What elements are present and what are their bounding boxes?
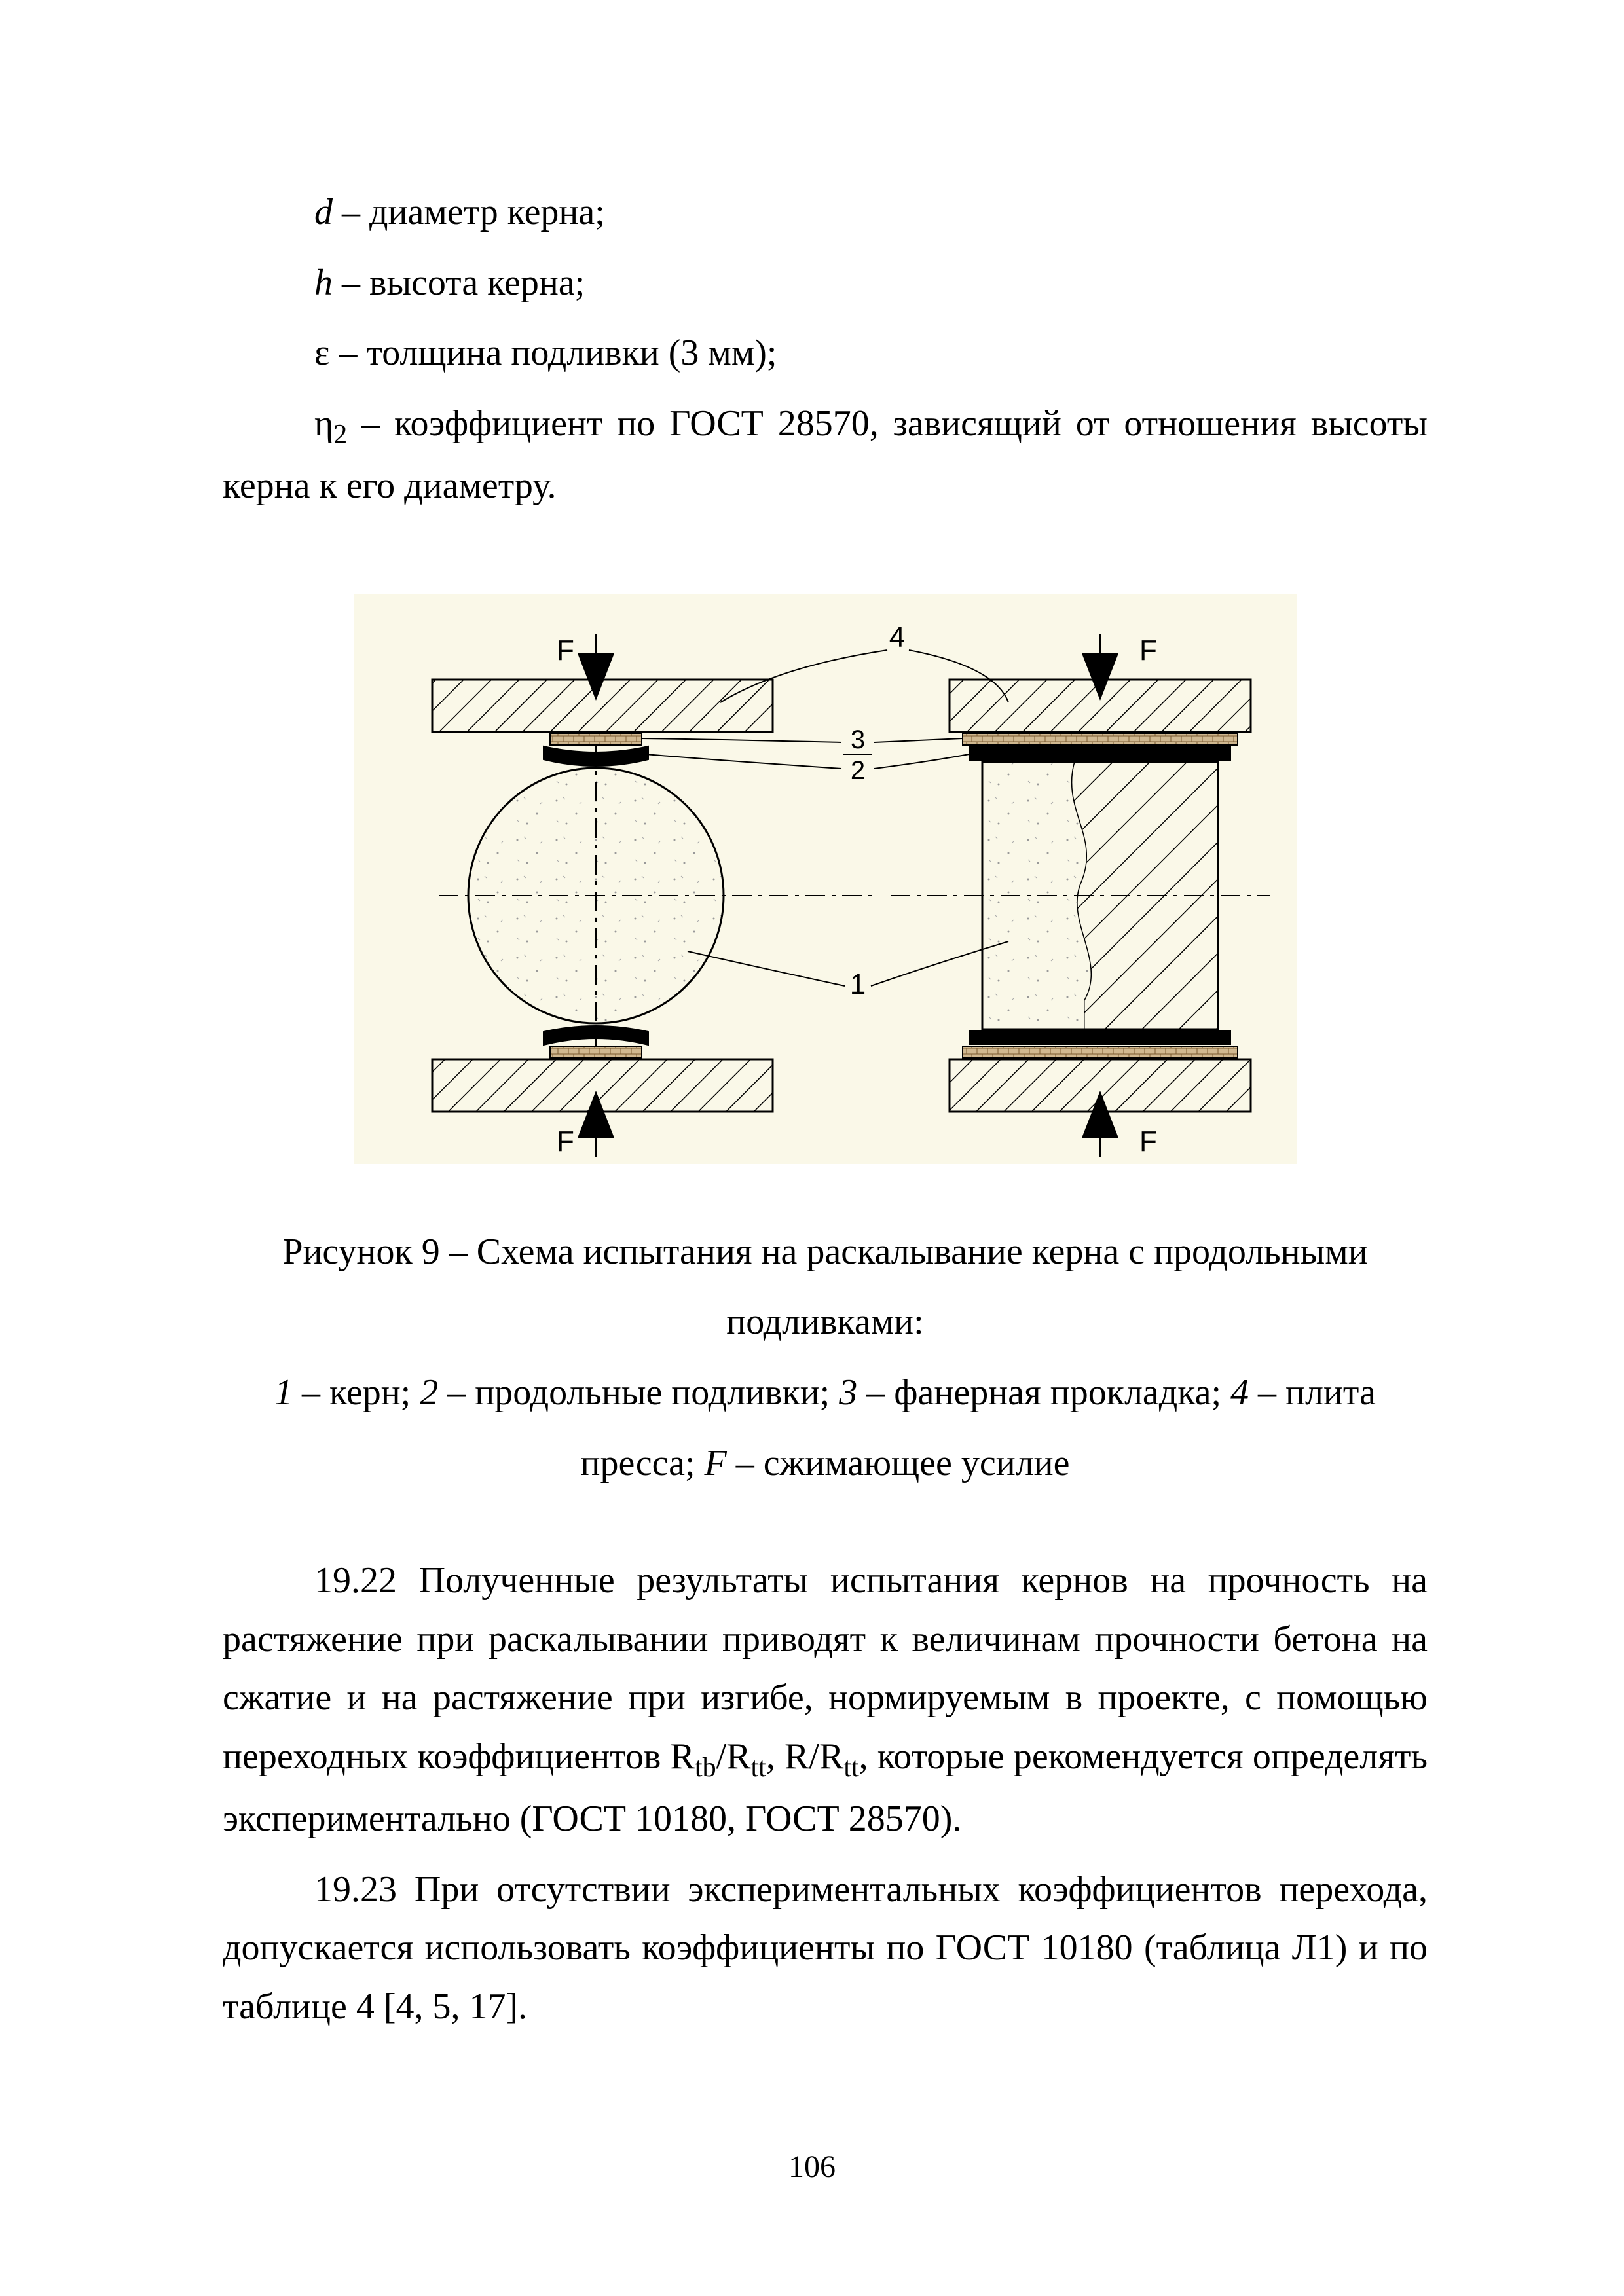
label-2: 2 [851,756,865,785]
legend-num-3: 3 [839,1372,857,1413]
legend-num-1: 1 [274,1372,293,1413]
symbol-eta: η [314,403,333,444]
text-d: – диаметр керна; [333,192,605,232]
figure-caption: Рисунок 9 – Схема испытания на раскалыва… [223,1223,1428,1493]
caption-line-1: Рисунок 9 – Схема испытания на раскалыва… [223,1223,1428,1282]
legend-F: F [705,1443,727,1484]
text-eta: – коэффициент по ГОСТ 28570, зависящий о… [223,403,1428,506]
definition-eps: ε – толщина подливки (3 мм); [223,324,1428,383]
paragraph-19-22: 19.22 Полученные результаты испытания ке… [223,1552,1428,1849]
plate-bot-left [432,1059,773,1112]
document-page: d – диаметр керна; h – высота керна; ε –… [0,0,1624,2179]
label-F-bot-left: F [557,1125,574,1157]
gasket-bot-right [963,1046,1238,1058]
symbol-eta-sub: 2 [333,420,347,450]
caption-legend-1: 1 – керн; 2 – продольные подливки; 3 – ф… [223,1364,1428,1423]
symbol-eps: ε [314,333,330,373]
p1-sub1: tb [695,1753,716,1783]
symbol-h: h [314,263,333,303]
label-1: 1 [850,968,866,1000]
label-F-bot-right: F [1139,1125,1157,1157]
legend-text-3: – фанерная прокладка; [857,1372,1230,1413]
page-number: 106 [0,2149,1624,2185]
figure-9: F F F [354,594,1297,1164]
label-3: 3 [851,725,865,754]
definition-h: h – высота керна; [223,254,1428,313]
p1-mid1: /R [716,1736,751,1777]
label-F-top-left: F [557,634,574,666]
p1-sub2: tt [751,1753,766,1783]
gasket-top-left [550,733,642,745]
gasket-bot-left [550,1046,642,1058]
definition-eta: η2 – коэффициент по ГОСТ 28570, зависящи… [223,395,1428,516]
legend-line2-a: пресса; [581,1443,705,1484]
plate-top-right [950,680,1251,732]
definition-d: d – диаметр керна; [223,183,1428,242]
leader-1-left [688,951,845,986]
p1-sub3: tt [843,1753,858,1783]
strip-top-right [969,746,1231,761]
legend-num-4: 4 [1230,1372,1249,1413]
text-eps: – толщина подливки (3 мм); [330,333,777,373]
legend-text-2: – продольные подливки; [438,1372,839,1413]
label-F-top-right: F [1139,634,1157,666]
strip-bot-right [969,1030,1231,1045]
label-4: 4 [889,621,905,653]
text-h: – высота керна; [333,263,585,303]
gasket-top-right [963,733,1238,745]
p1-mid2: , R/R [766,1736,843,1777]
legend-num-2: 2 [420,1372,438,1413]
caption-line-2: подливками: [223,1293,1428,1352]
figure-svg: F F F [354,594,1297,1164]
symbol-d: d [314,192,333,232]
legend-text-1: – керн; [293,1372,420,1413]
plate-top-left [432,680,773,732]
leader-3-left [642,738,841,742]
legend-line2-b: – сжимающее усилие [727,1443,1070,1484]
paragraph-19-23: 19.23 При отсутствии экспериментальных к… [223,1861,1428,2037]
leader-3-right [874,738,963,742]
leader-2-right [874,754,969,769]
plate-bot-right [950,1059,1251,1112]
leader-2-left [645,754,841,769]
legend-text-4: – плита [1249,1372,1376,1413]
caption-legend-2: пресса; F – сжимающее усилие [223,1434,1428,1493]
